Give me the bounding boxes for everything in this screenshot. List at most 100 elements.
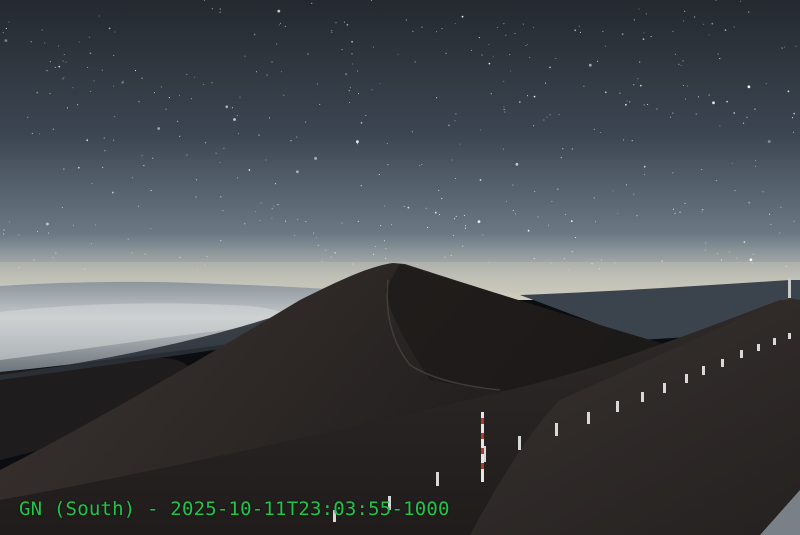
star — [379, 83, 381, 85]
star — [316, 83, 318, 85]
star — [290, 140, 292, 142]
star — [103, 137, 105, 139]
star — [419, 165, 421, 167]
star — [33, 259, 35, 261]
star — [378, 173, 380, 176]
star — [305, 121, 307, 123]
star — [755, 160, 757, 162]
star — [416, 263, 418, 266]
star — [2, 32, 4, 34]
star — [532, 26, 535, 29]
star — [95, 224, 97, 226]
star — [294, 234, 296, 236]
star — [767, 140, 771, 143]
star — [455, 215, 457, 217]
star — [768, 213, 771, 215]
star — [464, 225, 467, 227]
star — [450, 254, 452, 256]
star — [629, 101, 631, 103]
star — [407, 206, 410, 209]
star — [421, 163, 423, 165]
star — [452, 235, 455, 237]
star — [204, 264, 206, 266]
star — [52, 256, 54, 259]
star — [547, 224, 550, 226]
star — [36, 91, 39, 94]
star — [98, 15, 100, 17]
star — [178, 94, 181, 96]
marker-pole — [481, 412, 484, 482]
star — [3, 229, 5, 231]
star — [441, 28, 443, 30]
star — [679, 211, 681, 213]
star — [702, 209, 704, 211]
star — [248, 169, 251, 171]
star — [661, 260, 664, 262]
star — [55, 252, 57, 254]
star — [331, 31, 333, 33]
star — [454, 120, 456, 122]
fence-post — [773, 338, 776, 345]
star — [795, 45, 797, 47]
star — [122, 80, 124, 82]
star — [283, 94, 285, 96]
star — [220, 240, 222, 242]
star — [621, 33, 624, 35]
star — [219, 11, 221, 13]
star — [488, 62, 491, 65]
star — [46, 222, 49, 226]
star — [30, 41, 32, 43]
star — [670, 116, 672, 118]
star — [101, 69, 103, 71]
fence-post — [685, 374, 688, 383]
star — [637, 78, 639, 80]
fence-post — [518, 436, 521, 450]
star — [273, 205, 275, 207]
star — [314, 157, 317, 160]
star — [748, 201, 751, 204]
star — [352, 263, 354, 265]
star — [253, 33, 256, 36]
star — [102, 166, 104, 168]
timestamp-overlay: GN (South) - 2025-10-11T23:03:55-1000 — [19, 498, 450, 520]
star — [438, 190, 440, 192]
star — [307, 53, 309, 55]
star — [549, 114, 551, 116]
fence-post — [740, 350, 743, 358]
star — [746, 116, 748, 118]
star — [236, 114, 238, 116]
star — [385, 248, 387, 250]
star — [583, 85, 585, 87]
star — [391, 224, 393, 226]
star — [177, 120, 179, 122]
star — [297, 218, 299, 220]
star — [684, 202, 686, 204]
star — [222, 210, 224, 212]
star — [626, 100, 628, 102]
fence-post — [388, 496, 391, 510]
star — [571, 251, 573, 253]
star — [405, 19, 407, 21]
star — [533, 258, 535, 260]
star — [335, 22, 337, 24]
star — [114, 31, 116, 33]
star — [701, 211, 703, 213]
star — [387, 164, 389, 166]
star — [743, 122, 745, 124]
cone-trail — [386, 279, 501, 391]
star — [731, 162, 733, 164]
star — [348, 90, 350, 92]
star — [265, 159, 267, 161]
star — [479, 179, 482, 181]
star — [48, 232, 50, 234]
star — [160, 86, 162, 88]
star — [672, 30, 674, 32]
star — [509, 54, 511, 56]
star — [438, 214, 441, 216]
star — [31, 133, 33, 135]
star — [633, 19, 635, 21]
star — [271, 208, 273, 210]
star — [131, 252, 133, 254]
star — [134, 70, 137, 72]
